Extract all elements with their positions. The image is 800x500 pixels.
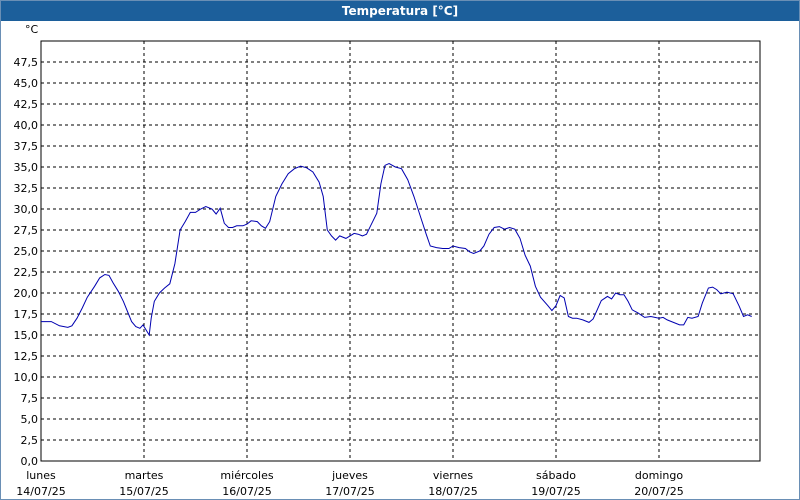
x-tick-day-label: sábado: [536, 469, 576, 482]
y-tick-label: 32,5: [14, 182, 39, 195]
x-tick-date-label: 14/07/25: [16, 485, 65, 498]
temperature-series-line: [41, 163, 752, 337]
temperature-chart: 0,0 2,5 5,0 7,5 10,0 12,5 15,0 17,5 20,0 22,5 25,0…: [14, 23, 761, 498]
x-tick-day-label: martes: [125, 469, 164, 482]
y-tick-label: 47,5: [14, 56, 39, 69]
x-tick-date-label: 17/07/25: [325, 485, 374, 498]
y-tick-label: 45,0: [14, 77, 39, 90]
y-tick-label: 17,5: [14, 308, 39, 321]
y-tick-label: 27,5: [14, 224, 39, 237]
x-tick-date-label: 15/07/25: [119, 485, 168, 498]
plot-frame: [40, 40, 761, 462]
y-tick-label: 35,0: [14, 161, 39, 174]
x-tick-day-label: lunes: [26, 469, 56, 482]
window-title: Temperatura [°C]: [1, 1, 799, 21]
y-tick-label: 37,5: [14, 140, 39, 153]
y-axis-unit-label: °C: [25, 23, 39, 36]
y-tick-label: 25,0: [14, 245, 39, 258]
x-tick-day-label: miércoles: [220, 469, 273, 482]
y-tick-label: 15,0: [14, 329, 39, 342]
x-tick-date-label: 20/07/25: [634, 485, 683, 498]
x-tick-day-label: viernes: [433, 469, 473, 482]
x-tick-date-label: 19/07/25: [531, 485, 580, 498]
x-tick-date-label: 18/07/25: [428, 485, 477, 498]
y-tick-label: 12,5: [14, 350, 39, 363]
y-tick-label: 22,5: [14, 266, 39, 279]
y-tick-label: 10,0: [14, 371, 39, 384]
y-tick-label: 30,0: [14, 203, 39, 216]
x-tick-day-label: domingo: [635, 469, 683, 482]
y-tick-label: 20,0: [14, 287, 39, 300]
x-tick-date-label: 16/07/25: [222, 485, 271, 498]
x-tick-day-label: jueves: [331, 469, 368, 482]
y-tick-label: 2,5: [21, 434, 39, 447]
y-tick-label: 42,5: [14, 98, 39, 111]
y-tick-label: 7,5: [21, 392, 39, 405]
y-tick-label: 40,0: [14, 119, 39, 132]
y-tick-label: 5,0: [21, 413, 39, 426]
y-tick-label: 0,0: [21, 455, 39, 468]
